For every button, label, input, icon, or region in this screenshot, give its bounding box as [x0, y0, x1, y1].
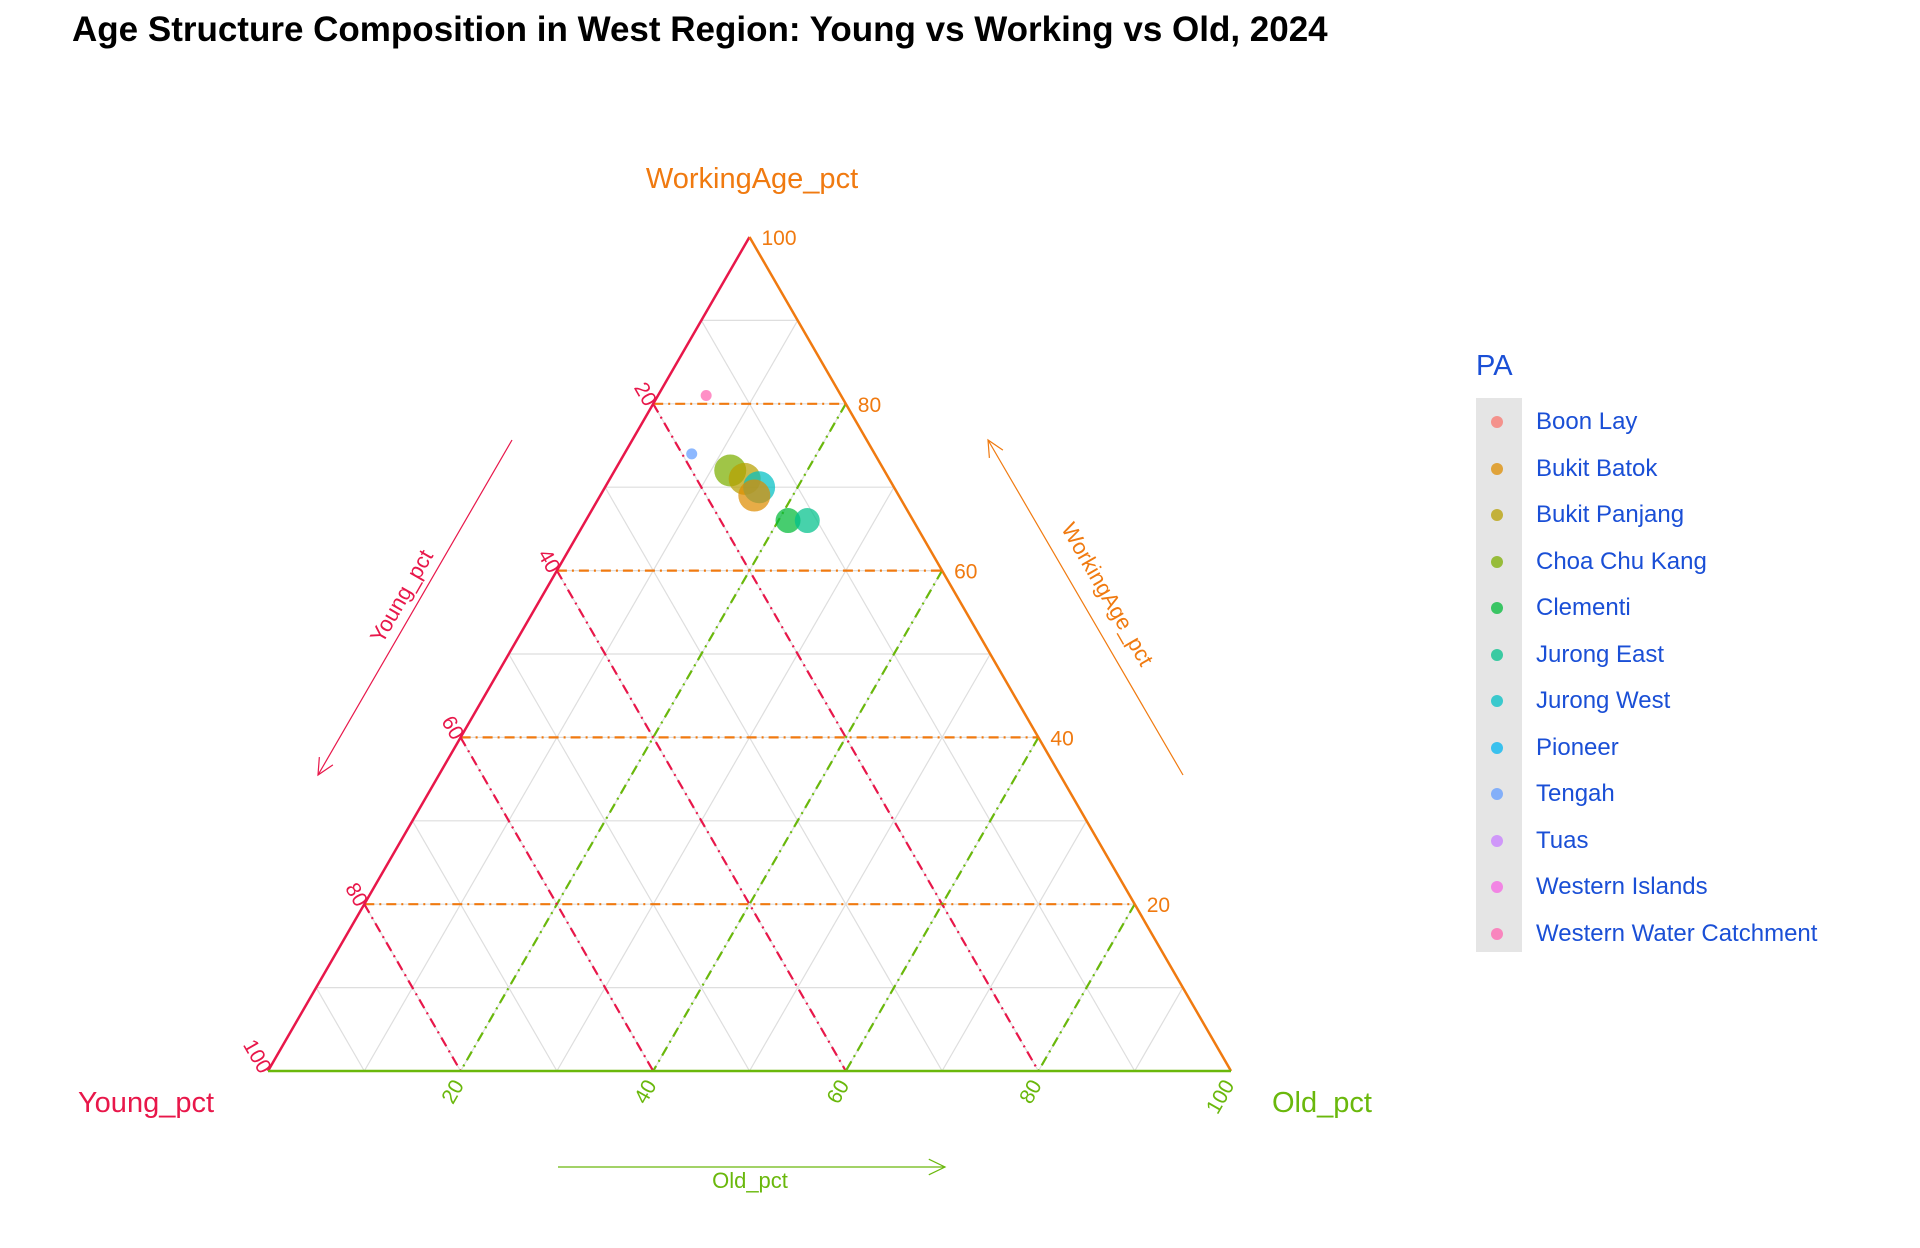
major-gridline-old: [652, 570, 944, 1072]
major-gridline-young: [555, 570, 847, 1072]
legend-swatch: [1491, 648, 1503, 661]
legend-swatch: [1491, 555, 1503, 568]
grid-line-young: [508, 653, 751, 1072]
data-point-western-water-catchment: [700, 389, 712, 401]
young-direction-arrow-head: [317, 757, 334, 777]
legend-label: Tuas: [1536, 826, 1589, 854]
young-axis-label: Young_pct: [78, 1087, 214, 1119]
grid-line-old: [556, 486, 895, 1072]
old-direction-arrow-head: [928, 1158, 947, 1176]
young-direction-arrow: [317, 439, 513, 776]
legend-swatch: [1491, 741, 1503, 754]
legend-swatch: [1491, 416, 1503, 428]
data-point-tengah: [686, 448, 698, 460]
legend-swatch: [1491, 881, 1503, 893]
legend-title: PA: [1476, 350, 1513, 382]
legend-swatch: [1491, 462, 1503, 475]
legend-label: Western Water Catchment: [1536, 919, 1818, 947]
data-point-bukit-batok: [738, 479, 771, 512]
grid-line-old: [363, 320, 799, 1072]
old-tick-label: 100: [1202, 1076, 1239, 1118]
legend-label: Pioneer: [1536, 733, 1619, 761]
working-direction-arrow-head: [987, 438, 1004, 458]
grid-line-young: [411, 820, 558, 1072]
legend-label: Boon Lay: [1536, 408, 1638, 435]
working-tick-label: 60: [954, 561, 977, 584]
major-gridline-young: [459, 736, 655, 1072]
working-axis-label: WorkingAge_pct: [646, 163, 858, 195]
legend-keys: [1476, 398, 1522, 952]
grid-line-young: [700, 320, 1136, 1072]
legend-swatch: [1491, 834, 1503, 847]
old-axis-label: Old_pct: [1272, 1087, 1372, 1119]
grid-line-young: [315, 987, 365, 1072]
chart-title: Age Structure Composition in West Region…: [72, 10, 1328, 49]
young-tick-label: 40: [533, 545, 565, 577]
major-gridline-old: [459, 403, 847, 1072]
legend-swatch: [1491, 695, 1503, 707]
old-arrow-label: Old_pct: [712, 1168, 788, 1193]
legend-swatch: [1491, 788, 1503, 800]
legend-label: Bukit Panjang: [1536, 501, 1685, 528]
grid-line-old: [941, 820, 1088, 1072]
grid-line-old: [748, 653, 991, 1072]
young-tick-label: 80: [340, 879, 372, 911]
grid-line-young: [604, 486, 943, 1072]
legend-label: Jurong East: [1536, 640, 1665, 668]
old-tick-label: 80: [1015, 1076, 1047, 1108]
data-point-clementi: [775, 508, 801, 534]
major-gridline-old: [844, 736, 1040, 1072]
old-tick-label: 60: [823, 1076, 855, 1108]
legend: PA Boon Lay Bukit Batok Bukit Panjang Choa …: [1476, 350, 1817, 952]
major-gridline-young: [652, 403, 1040, 1072]
grid-line-old: [1134, 987, 1184, 1072]
major-gridline-young: [363, 903, 462, 1072]
legend-label: Choa Chu Kang: [1536, 547, 1707, 575]
legend-label: Western Islands: [1536, 873, 1708, 900]
working-arrow-label: WorkingAge_pct: [1056, 518, 1158, 670]
grid-lines: [315, 319, 1184, 1072]
data-point-jurong-east: [794, 508, 820, 534]
legend-swatch: [1491, 602, 1503, 614]
old-tick-label: 40: [630, 1076, 662, 1108]
working-axis-edge: [748, 236, 1233, 1072]
working-direction-arrow: [987, 439, 1184, 776]
major-gridline-old: [1037, 903, 1136, 1072]
working-tick-label: 40: [1050, 727, 1073, 750]
legend-swatch: [1491, 927, 1503, 940]
legend-label: Jurong West: [1536, 687, 1671, 714]
working-tick-label: 20: [1147, 894, 1170, 917]
young-tick-label: 20: [629, 379, 661, 411]
young-tick-label: 60: [437, 712, 469, 744]
working-tick-label: 100: [762, 227, 797, 250]
working-tick-label: 80: [858, 394, 881, 417]
legend-label: Clementi: [1536, 594, 1631, 621]
legend-label: Bukit Batok: [1536, 454, 1658, 482]
legend-label: Tengah: [1536, 780, 1615, 807]
young-axis-edge: [266, 236, 751, 1072]
legend-swatch: [1491, 509, 1503, 521]
old-tick-label: 20: [437, 1076, 469, 1108]
